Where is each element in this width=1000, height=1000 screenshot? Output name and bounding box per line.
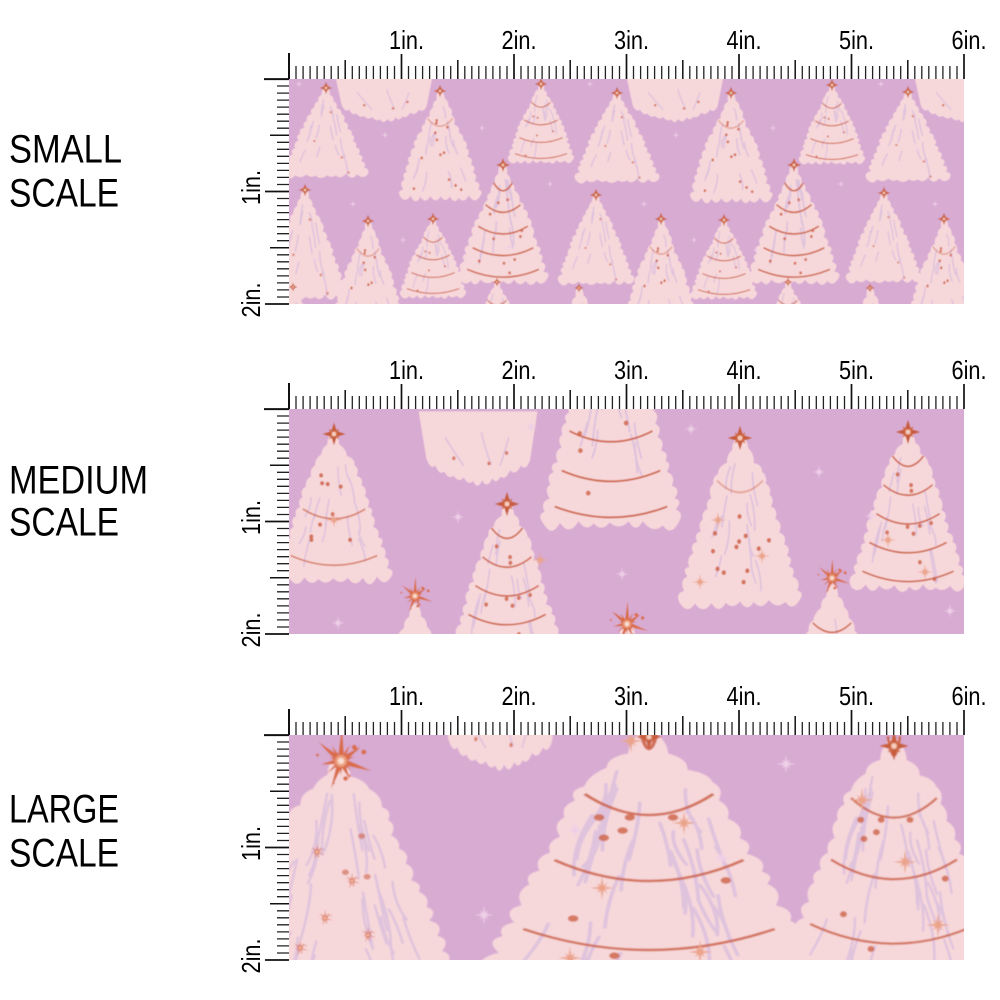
svg-text:1in.: 1in. [389, 355, 424, 385]
svg-text:1in.: 1in. [236, 500, 266, 535]
svg-text:1in.: 1in. [389, 681, 424, 711]
svg-text:SCALE: SCALE [9, 172, 119, 216]
svg-text:SCALE: SCALE [9, 501, 119, 545]
svg-text:2in.: 2in. [236, 939, 266, 974]
svg-text:2in.: 2in. [502, 355, 537, 385]
svg-text:4in.: 4in. [727, 25, 762, 55]
svg-text:1in.: 1in. [389, 25, 424, 55]
svg-text:5in.: 5in. [839, 25, 874, 55]
svg-text:1in.: 1in. [236, 826, 266, 861]
svg-text:6in.: 6in. [952, 355, 987, 385]
svg-text:MEDIUM: MEDIUM [9, 458, 148, 502]
svg-text:LARGE: LARGE [9, 787, 119, 831]
svg-text:5in.: 5in. [839, 681, 874, 711]
svg-text:SCALE: SCALE [9, 832, 119, 876]
svg-text:5in.: 5in. [839, 355, 874, 385]
svg-text:2in.: 2in. [502, 681, 537, 711]
svg-text:2in.: 2in. [236, 283, 266, 318]
svg-text:4in.: 4in. [727, 681, 762, 711]
svg-text:3in.: 3in. [614, 25, 649, 55]
svg-text:3in.: 3in. [614, 681, 649, 711]
svg-text:1in.: 1in. [236, 170, 266, 205]
svg-text:SMALL: SMALL [9, 127, 122, 171]
svg-text:6in.: 6in. [952, 681, 987, 711]
svg-text:4in.: 4in. [727, 355, 762, 385]
svg-text:3in.: 3in. [614, 355, 649, 385]
svg-text:2in.: 2in. [236, 613, 266, 648]
svg-text:6in.: 6in. [952, 25, 987, 55]
svg-text:2in.: 2in. [502, 25, 537, 55]
